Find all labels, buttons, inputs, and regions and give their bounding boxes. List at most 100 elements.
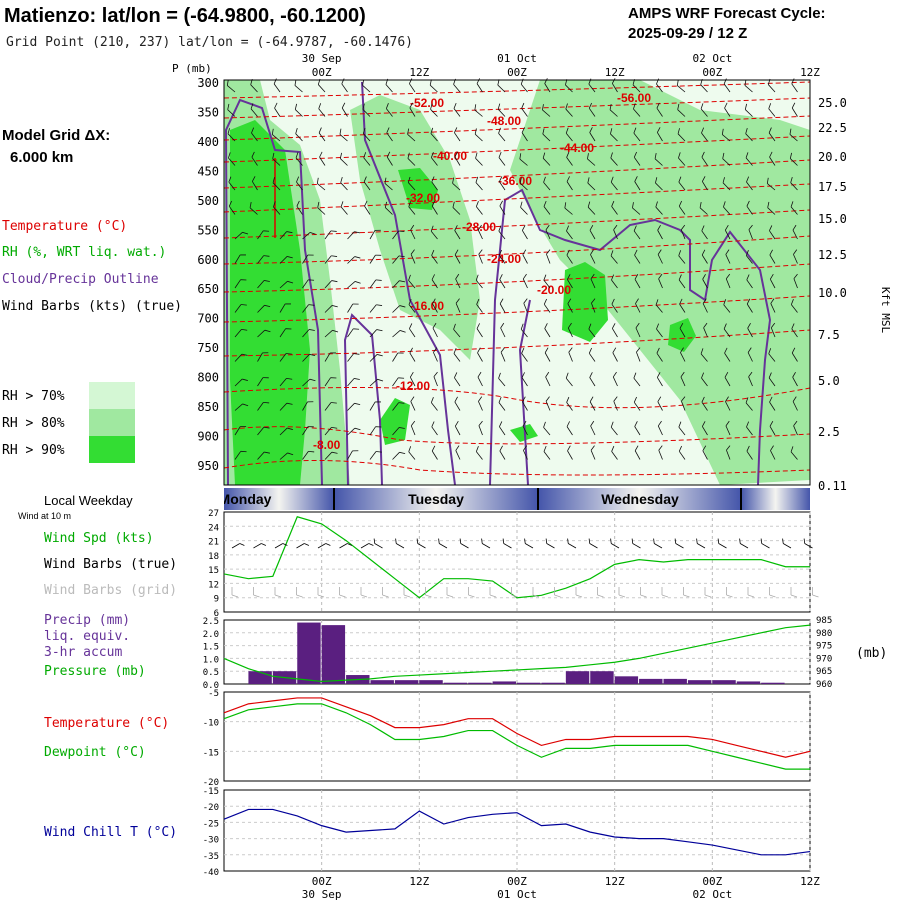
temperature-contours	[223, 81, 811, 476]
xs-barb-staff	[340, 206, 348, 215]
xs-barb-378	[543, 421, 551, 436]
xs-barb-feather	[264, 329, 271, 333]
temperature-line	[223, 697, 811, 758]
xs-barb-76	[768, 127, 776, 142]
xs-barb-324	[498, 372, 506, 387]
xs-barb-feather	[286, 231, 293, 234]
xs-barb-415	[790, 446, 798, 460]
xs-barb-286	[234, 353, 248, 362]
xs-barb-feather	[657, 225, 661, 231]
xs-barb-staff	[430, 133, 438, 142]
xs-barb-staff	[543, 182, 551, 191]
xs-barb-staff	[252, 181, 258, 191]
xs-barb-303	[612, 347, 618, 362]
xs-barb-126	[722, 177, 731, 191]
xs-barb-271	[476, 323, 483, 338]
xs-barb-feather	[339, 128, 342, 135]
grid-barb-feather	[511, 594, 518, 598]
xs-barb-245	[476, 298, 483, 313]
xs-barb-staff	[724, 107, 731, 117]
pressure-tick-500: 500	[197, 194, 219, 208]
xs-barb-feather	[521, 225, 526, 231]
legend-cloud: Cloud/Precip Outline	[2, 272, 159, 287]
true-barb-staff	[697, 543, 706, 549]
xs-barb-368	[324, 426, 338, 436]
xs-barb-feather	[790, 201, 794, 207]
xs-barb-staff	[791, 328, 798, 338]
xs-barb-staff	[567, 303, 573, 313]
xs-barb-staff	[792, 377, 798, 387]
xs-barb-206	[769, 249, 776, 264]
cloud-outline-4	[489, 188, 772, 486]
xs-barb-staff	[228, 181, 236, 191]
xs-barb-staff	[725, 401, 731, 411]
xs-barb-feather	[332, 329, 339, 333]
xs-barb-feather	[399, 305, 406, 308]
true-barb-staff	[253, 543, 262, 549]
xs-barb-feather	[410, 420, 416, 426]
xs-barb-feather	[330, 402, 337, 404]
xs-barb-staff	[746, 279, 753, 289]
xs-barb-staff	[409, 352, 416, 362]
xs-barb-146	[587, 201, 596, 215]
xs-barb-287	[257, 352, 269, 362]
t-contour-2	[223, 97, 811, 119]
xs-barb-staff	[324, 230, 332, 240]
panel-ytick-1: 24	[208, 523, 219, 533]
xs-barb-98	[678, 152, 686, 166]
xs-barb-243	[432, 298, 438, 313]
xs-barb-staff	[251, 132, 258, 142]
xs-barb-feather	[430, 397, 434, 403]
xs-barb-feather	[768, 127, 772, 134]
height-tick-1: 22.5	[818, 121, 847, 135]
t-contour-10	[223, 295, 811, 323]
xs-barb-54	[271, 128, 281, 142]
xs-barb-312	[234, 378, 248, 387]
xs-barb-feather	[566, 421, 570, 427]
xs-barb-60	[407, 128, 416, 142]
true-barb-7	[373, 538, 383, 549]
xs-barb-96	[633, 151, 641, 166]
xs-barb-153	[746, 200, 753, 215]
xs-barb-staff	[726, 450, 731, 460]
xs-barb-staff	[542, 157, 551, 166]
xs-barb-staff	[497, 108, 506, 117]
xs-barb-feather	[362, 127, 366, 134]
pressure-unit-label: (mb)	[856, 646, 887, 661]
xs-barb-staff	[723, 304, 731, 313]
grid-barb-feather	[382, 594, 389, 598]
xs-barb-feather	[589, 225, 594, 231]
grid-barb-12	[489, 587, 497, 598]
xs-barb-staff	[369, 329, 377, 338]
xs-barb-feather	[262, 352, 269, 354]
grid-barb-3	[296, 587, 303, 598]
xs-barb-feather	[701, 396, 705, 403]
legend-accum: 3-hr accum	[44, 645, 122, 660]
true-barb-feather	[696, 538, 698, 544]
xs-barb-staff	[392, 427, 400, 436]
t-contour-6	[223, 183, 811, 213]
legend-dewpoint: Dewpoint (°C)	[44, 745, 146, 760]
xs-barb-300	[544, 347, 551, 362]
xs-barb-213	[347, 281, 361, 289]
xs-barb-staff	[453, 108, 461, 117]
xs-barb-feather	[634, 274, 639, 280]
true-barb-17	[588, 538, 598, 549]
height-tick-5: 12.5	[818, 248, 847, 262]
xs-barb-feather	[500, 347, 505, 353]
xs-barb-137	[384, 201, 393, 215]
grid-barb-feather	[468, 594, 475, 598]
xs-barb-staff	[369, 230, 376, 240]
precip-bar-12	[541, 682, 565, 684]
xs-barb-staff	[701, 254, 708, 264]
xs-barb-171	[566, 225, 573, 240]
grid-barb-2	[274, 587, 282, 598]
xs-barb-199	[610, 250, 618, 264]
xs-barb-staff	[589, 132, 596, 142]
xs-barb-staff	[385, 84, 393, 93]
xs-barb-feather	[611, 298, 615, 305]
xs-barb-feather	[339, 152, 343, 159]
xs-barb-staff	[257, 451, 265, 460]
xs-barb-feather	[770, 445, 774, 451]
